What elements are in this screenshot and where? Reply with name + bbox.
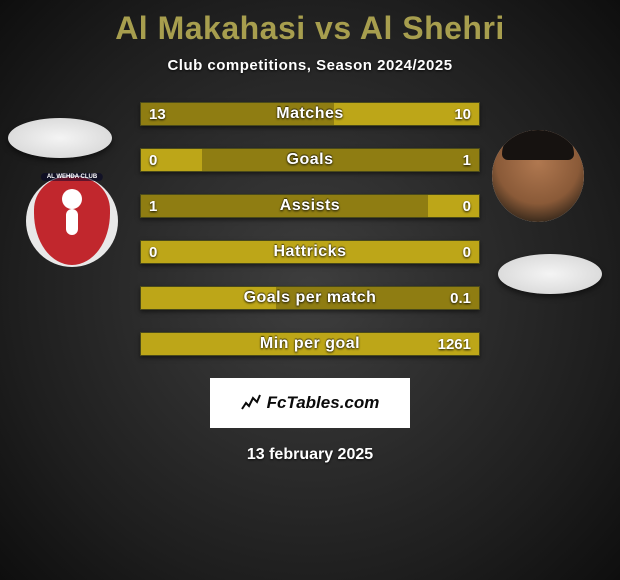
subtitle: Club competitions, Season 2024/2025 (0, 57, 620, 74)
stat-row: 01Goals (140, 148, 480, 172)
decor-ellipse-right (498, 254, 602, 294)
title-player1: Al Makahasi (115, 10, 305, 46)
stat-label: Assists (141, 195, 479, 217)
stat-label: Hattricks (141, 241, 479, 263)
club-badge-text: AL WEHDA CLUB (41, 173, 103, 181)
branding-icon (241, 393, 261, 413)
club-badge-shape: AL WEHDA CLUB (34, 177, 110, 265)
stat-label: Goals per match (141, 287, 479, 309)
page-title: Al Makahasi vs Al Shehri (0, 0, 620, 47)
stat-row: 10Assists (140, 194, 480, 218)
stats-container: 1310Matches 01Goals 10Assists 00Hattricks 0.… (140, 102, 480, 356)
stat-row: 1310Matches (140, 102, 480, 126)
stat-row: 0.1Goals per match (140, 286, 480, 310)
player2-face (492, 130, 584, 222)
stat-label: Min per goal (141, 333, 479, 355)
player1-club-badge: AL WEHDA CLUB (26, 175, 118, 267)
stat-label: Matches (141, 103, 479, 125)
stat-label: Goals (141, 149, 479, 171)
branding-badge: FcTables.com (210, 378, 410, 428)
stat-row: 00Hattricks (140, 240, 480, 264)
date-text: 13 february 2025 (0, 446, 620, 464)
decor-ellipse-left (8, 118, 112, 158)
branding-text: FcTables.com (267, 393, 380, 413)
title-player2: Al Shehri (360, 10, 505, 46)
stat-row: 1261Min per goal (140, 332, 480, 356)
title-vs: vs (315, 10, 352, 46)
player2-avatar (492, 130, 584, 222)
